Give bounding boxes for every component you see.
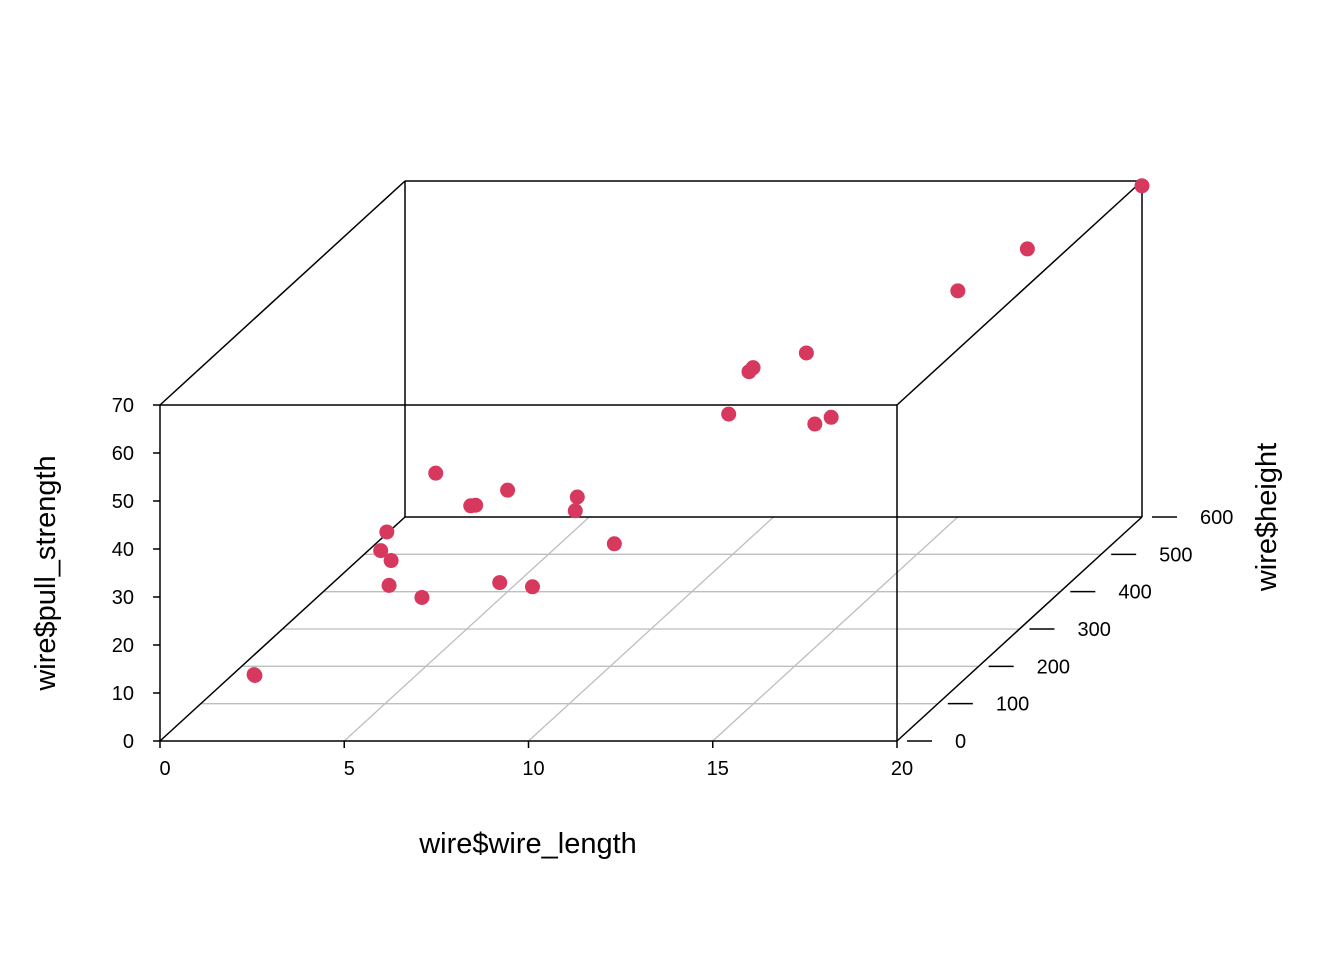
data-point xyxy=(606,536,622,552)
box-edge xyxy=(896,516,1143,742)
data-point xyxy=(823,409,839,425)
data-point xyxy=(807,416,823,432)
data-point xyxy=(500,482,516,498)
y-tick-label: 400 xyxy=(1118,582,1151,604)
box-edge xyxy=(896,180,1143,406)
x-tick-label: 15 xyxy=(707,758,729,780)
z-tick-label: 0 xyxy=(123,731,134,753)
z-tick-label: 10 xyxy=(112,683,134,705)
y-axis-title: wire$height xyxy=(1251,443,1283,592)
data-point xyxy=(492,575,508,591)
data-point xyxy=(1134,178,1150,194)
data-point xyxy=(414,589,430,605)
z-tick-label: 50 xyxy=(112,491,134,513)
y-tick-label: 200 xyxy=(1037,656,1070,678)
data-point xyxy=(524,579,540,595)
x-tick-label: 10 xyxy=(522,758,544,780)
z-tick-label: 20 xyxy=(112,635,134,657)
data-point xyxy=(247,668,263,684)
z-tick-label: 30 xyxy=(112,587,134,609)
data-point xyxy=(379,524,395,540)
data-point xyxy=(383,553,399,569)
z-tick-label: 40 xyxy=(112,539,134,561)
grid-lines xyxy=(200,516,1102,742)
data-point xyxy=(1019,241,1035,257)
box-edge xyxy=(159,516,406,742)
x-tick-label: 20 xyxy=(891,758,913,780)
data-point xyxy=(567,503,583,519)
y-tick-label: 600 xyxy=(1200,507,1233,529)
data-point xyxy=(721,406,737,422)
y-tick-label: 500 xyxy=(1159,544,1192,566)
x-axis-title: wire$wire_length xyxy=(418,828,637,860)
box-edge xyxy=(159,180,406,406)
data-point xyxy=(463,498,479,514)
data-point xyxy=(798,345,814,361)
y-tick-label: 100 xyxy=(996,694,1029,716)
z-tick-label: 70 xyxy=(112,395,134,417)
z-tick-label: 60 xyxy=(112,443,134,465)
data-point xyxy=(381,577,397,593)
z-axis-title: wire$pull_strength xyxy=(30,455,62,691)
y-tick-label: 300 xyxy=(1078,619,1111,641)
x-tick-label: 0 xyxy=(159,758,170,780)
data-point xyxy=(373,543,389,559)
data-point xyxy=(741,364,757,380)
axis-ticks: 0 5 10 15 2001020304050607001002003004005006… xyxy=(112,395,1234,780)
data-point xyxy=(569,489,585,505)
y-tick-label: 0 xyxy=(955,731,966,753)
x-tick-label: 5 xyxy=(344,758,355,780)
plot-box xyxy=(159,180,1143,742)
data-point xyxy=(428,465,444,481)
data-points xyxy=(246,178,1150,684)
data-point xyxy=(950,283,966,299)
